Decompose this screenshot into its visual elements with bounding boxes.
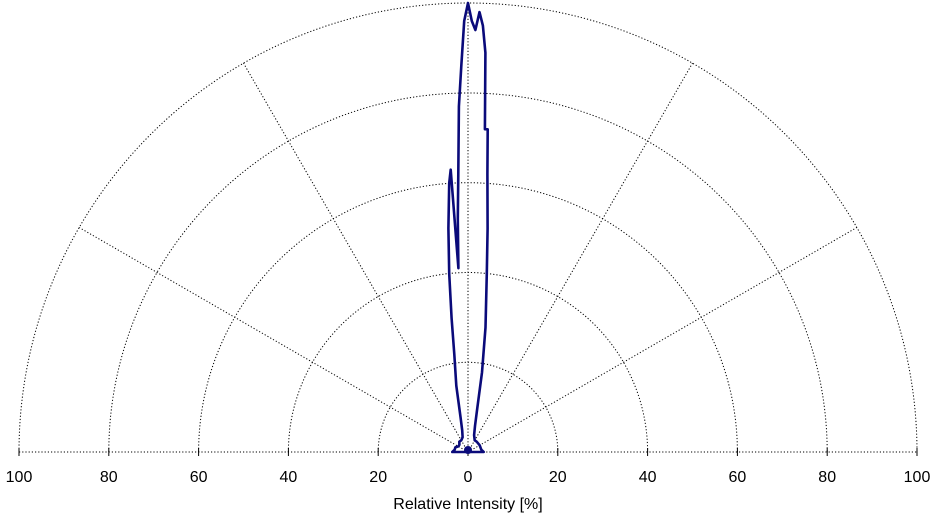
tick-label: 20 [549,469,567,486]
x-axis-label: Relative Intensity [%] [393,496,542,513]
grid-spoke [243,62,469,453]
tick-label: 0 [464,469,473,486]
tick-label: 20 [369,469,387,486]
tick-label: 60 [190,469,208,486]
polar-grid [18,2,918,456]
grid-spoke [467,227,858,453]
grid-spoke [467,62,693,453]
tick-label: 100 [904,469,931,486]
tick-label: 60 [729,469,747,486]
grid-ring-20 [377,361,559,453]
tick-labels: 100 80 60 40 20 0 20 40 60 80 100 [6,469,931,486]
tick-label: 100 [6,469,33,486]
tick-label: 80 [100,469,118,486]
tick-label: 40 [639,469,657,486]
series-line-0 [447,1,489,454]
tick-label: 80 [818,469,836,486]
series-layer [447,1,489,454]
tick-label: 40 [280,469,298,486]
series-origin-point [464,446,472,454]
grid-spoke [78,227,469,453]
